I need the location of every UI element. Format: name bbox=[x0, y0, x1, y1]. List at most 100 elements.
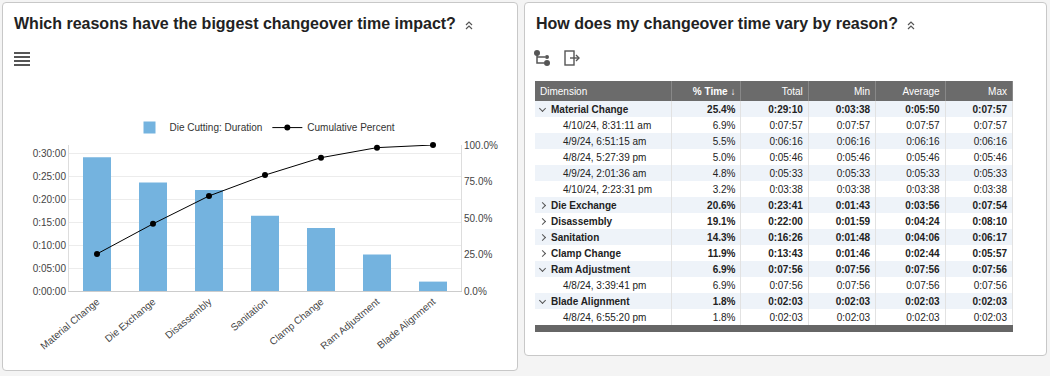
html-text:0:01:46: 0:01:46 bbox=[835, 247, 871, 259]
svg-text:0:20:00: 0:20:00 bbox=[33, 194, 67, 205]
html-text:20.6%: 20.6% bbox=[707, 199, 736, 211]
svg-text:Clamp Change: Clamp Change bbox=[267, 296, 326, 348]
html-text:0:03:38: 0:03:38 bbox=[835, 103, 871, 115]
svg-text:Die Cutting: Duration: Die Cutting: Duration bbox=[170, 122, 263, 133]
html-text:0:08:10: 0:08:10 bbox=[972, 215, 1007, 227]
svg-text:0:10:00: 0:10:00 bbox=[33, 240, 67, 251]
html-text:0:05:50: 0:05:50 bbox=[905, 103, 940, 115]
html-text:11.9%: 11.9% bbox=[707, 247, 736, 259]
svg-text:0:15:00: 0:15:00 bbox=[33, 217, 67, 228]
svg-text:0:05:00: 0:05:00 bbox=[33, 263, 67, 274]
html-text:% Time ↓: % Time ↓ bbox=[692, 85, 736, 97]
html-text:14.3%: 14.3% bbox=[707, 231, 736, 243]
html-text:0:03:56: 0:03:56 bbox=[905, 199, 940, 211]
html-text:0:07:56: 0:07:56 bbox=[972, 263, 1007, 275]
svg-text:Cumulative Percent: Cumulative Percent bbox=[307, 122, 394, 133]
html-text:0:06:16: 0:06:16 bbox=[973, 135, 1007, 147]
html-text:0:13:43: 0:13:43 bbox=[768, 247, 803, 259]
html-text:0:05:33: 0:05:33 bbox=[769, 167, 803, 179]
svg-text:0.0%: 0.0% bbox=[464, 286, 487, 297]
html-text:25.4%: 25.4% bbox=[707, 103, 736, 115]
html-text:5.5%: 5.5% bbox=[712, 135, 736, 147]
html-text:0:07:57: 0:07:57 bbox=[769, 119, 803, 131]
html-text:0:06:16: 0:06:16 bbox=[769, 135, 803, 147]
html-text:0:01:48: 0:01:48 bbox=[835, 231, 871, 243]
html-text:0:01:59: 0:01:59 bbox=[835, 215, 871, 227]
html-text:Clamp Change: Clamp Change bbox=[551, 247, 621, 259]
svg-text:100.0%: 100.0% bbox=[464, 140, 498, 151]
html-text:0:05:46: 0:05:46 bbox=[973, 151, 1007, 163]
html-text:0:02:44: 0:02:44 bbox=[905, 247, 940, 259]
html-text:0:07:54: 0:07:54 bbox=[972, 199, 1007, 211]
html-text:6.9%: 6.9% bbox=[712, 279, 736, 291]
svg-text:Blade Alignment: Blade Alignment bbox=[375, 296, 438, 351]
svg-text:0:30:00: 0:30:00 bbox=[33, 148, 67, 159]
svg-text:0:25:00: 0:25:00 bbox=[33, 171, 67, 182]
html-text:0:07:56: 0:07:56 bbox=[835, 263, 871, 275]
html-text:0:05:33: 0:05:33 bbox=[906, 167, 940, 179]
html-text:0:04:06: 0:04:06 bbox=[905, 231, 940, 243]
html-text:0:03:38: 0:03:38 bbox=[973, 183, 1007, 195]
html-text:0:23:41: 0:23:41 bbox=[768, 199, 803, 211]
html-text:4/10/24, 8:31:11 am: 4/10/24, 8:31:11 am bbox=[563, 119, 652, 131]
html-text:0:29:10: 0:29:10 bbox=[768, 103, 803, 115]
html-text:0:06:16: 0:06:16 bbox=[836, 135, 871, 147]
html-text:0:05:46: 0:05:46 bbox=[836, 151, 871, 163]
svg-text:Material Change: Material Change bbox=[38, 296, 102, 352]
svg-text:75.0%: 75.0% bbox=[464, 176, 492, 187]
svg-text:Ram Adjustment: Ram Adjustment bbox=[318, 296, 381, 352]
html-text:0:07:56: 0:07:56 bbox=[836, 279, 871, 291]
html-text:0:07:56: 0:07:56 bbox=[768, 263, 803, 275]
html-text:0:01:43: 0:01:43 bbox=[835, 199, 871, 211]
html-text:Sanitation: Sanitation bbox=[551, 231, 600, 243]
html-text:Which reasons have the biggest: Which reasons have the biggest changeove… bbox=[14, 15, 456, 32]
html-text:4/10/24, 2:23:31 pm: 4/10/24, 2:23:31 pm bbox=[563, 183, 652, 195]
svg-text:50.0%: 50.0% bbox=[464, 213, 492, 224]
html-text:4/8/24, 5:27:39 pm: 4/8/24, 5:27:39 pm bbox=[563, 151, 647, 163]
html-text:0:07:57: 0:07:57 bbox=[973, 119, 1007, 131]
svg-text:25.0%: 25.0% bbox=[464, 249, 492, 260]
html-text:Ram Adjustment: Ram Adjustment bbox=[551, 263, 631, 275]
html-text:0:05:57: 0:05:57 bbox=[972, 247, 1007, 259]
html-text:4/9/24, 6:51:15 am: 4/9/24, 6:51:15 am bbox=[563, 135, 647, 147]
html-text:0:22:00: 0:22:00 bbox=[768, 215, 803, 227]
svg-text:Die Exchange: Die Exchange bbox=[103, 296, 158, 345]
html-text:0:04:24: 0:04:24 bbox=[905, 215, 940, 227]
html-text:Total: Total bbox=[781, 85, 803, 97]
html-text:How does my changeover time va: How does my changeover time vary by reas… bbox=[536, 15, 898, 32]
html-text:0:07:56: 0:07:56 bbox=[906, 279, 940, 291]
html-text:0:07:57: 0:07:57 bbox=[836, 119, 871, 131]
html-text:0:05:46: 0:05:46 bbox=[906, 151, 940, 163]
svg-text:0:00:00: 0:00:00 bbox=[33, 286, 67, 297]
html-text:6.9%: 6.9% bbox=[712, 263, 736, 275]
html-text:0:07:56: 0:07:56 bbox=[905, 263, 940, 275]
html-text:0:06:17: 0:06:17 bbox=[972, 231, 1007, 243]
html-text:6.9%: 6.9% bbox=[712, 119, 736, 131]
html-text:4/8/24, 3:39:41 pm: 4/8/24, 3:39:41 pm bbox=[563, 279, 647, 291]
html-text:0:05:46: 0:05:46 bbox=[769, 151, 803, 163]
svg-text:Sanitation: Sanitation bbox=[228, 296, 269, 333]
html-text:0:03:38: 0:03:38 bbox=[836, 183, 871, 195]
html-text:0:07:57: 0:07:57 bbox=[972, 103, 1007, 115]
html-text:Disassembly: Disassembly bbox=[551, 215, 613, 227]
html-text:5.0%: 5.0% bbox=[712, 151, 736, 163]
html-text:0:05:33: 0:05:33 bbox=[836, 167, 871, 179]
svg-text:Disassembly: Disassembly bbox=[163, 296, 213, 341]
html-text:0:06:16: 0:06:16 bbox=[906, 135, 940, 147]
html-text:19.1%: 19.1% bbox=[707, 215, 736, 227]
html-text:3.2%: 3.2% bbox=[712, 183, 736, 195]
html-text:0:07:57: 0:07:57 bbox=[906, 119, 940, 131]
html-text:Max: Max bbox=[988, 85, 1007, 97]
html-text:4.8%: 4.8% bbox=[712, 167, 736, 179]
html-text:0:16:26: 0:16:26 bbox=[768, 231, 803, 243]
html-text:Material Change: Material Change bbox=[551, 103, 629, 115]
html-text:0:03:38: 0:03:38 bbox=[769, 183, 803, 195]
html-text:0:03:38: 0:03:38 bbox=[906, 183, 940, 195]
html-text:Dimension: Dimension bbox=[540, 85, 588, 97]
html-text:Die Exchange: Die Exchange bbox=[551, 199, 617, 211]
html-text:Min: Min bbox=[854, 85, 871, 97]
html-text:Average: Average bbox=[902, 85, 940, 97]
html-text:4/9/24, 2:01:36 am: 4/9/24, 2:01:36 am bbox=[563, 167, 647, 179]
html-text:0:05:33: 0:05:33 bbox=[973, 167, 1007, 179]
html-text:0:07:56: 0:07:56 bbox=[769, 279, 803, 291]
